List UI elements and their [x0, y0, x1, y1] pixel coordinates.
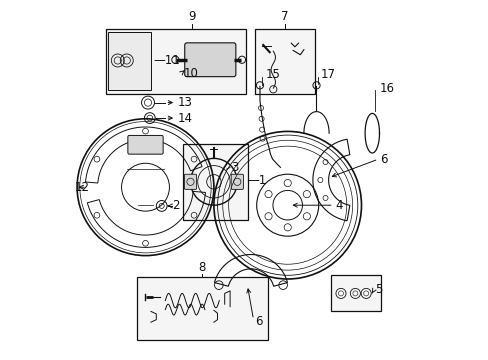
FancyBboxPatch shape	[231, 174, 243, 189]
Text: 2: 2	[172, 199, 180, 212]
Text: 10: 10	[183, 67, 198, 80]
Text: —1: —1	[247, 174, 266, 186]
Text: 5: 5	[374, 283, 382, 296]
Text: —11: —11	[153, 54, 180, 67]
FancyBboxPatch shape	[184, 174, 196, 189]
Text: 16: 16	[379, 82, 394, 95]
Text: 17: 17	[320, 68, 335, 81]
Text: 9: 9	[188, 10, 196, 23]
Text: 12: 12	[75, 181, 89, 194]
Text: 14: 14	[178, 112, 192, 125]
Text: 6: 6	[379, 153, 386, 166]
Bar	[330, 275, 381, 311]
FancyBboxPatch shape	[184, 43, 235, 77]
Bar	[183, 144, 247, 220]
FancyBboxPatch shape	[127, 135, 163, 154]
Bar	[107, 32, 151, 90]
Text: 6: 6	[255, 315, 262, 328]
Bar	[106, 29, 246, 94]
Text: 7: 7	[281, 10, 288, 23]
Text: 15: 15	[265, 68, 280, 81]
Text: 13: 13	[178, 96, 192, 109]
Text: 3: 3	[230, 161, 238, 174]
Bar	[255, 29, 314, 94]
Bar	[136, 277, 267, 340]
Text: 8: 8	[198, 261, 205, 274]
Text: 4: 4	[335, 199, 342, 212]
